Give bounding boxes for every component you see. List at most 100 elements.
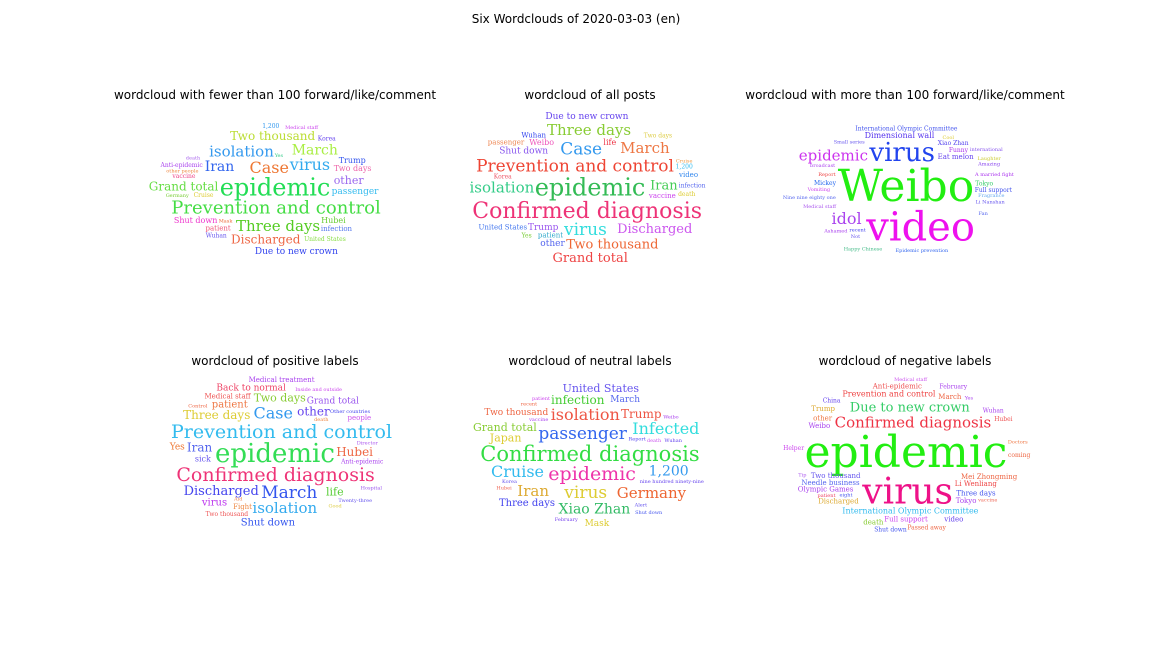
word-weibo: Weibo	[529, 138, 554, 147]
word-good: Good	[329, 504, 343, 510]
word-prevention-and-control: Prevention and control	[171, 198, 381, 219]
word-grand-total: Grand total	[473, 421, 537, 434]
word-other: other	[813, 415, 833, 423]
word-due-to-new-crown: Due to new crown	[255, 247, 338, 257]
word-other: other	[334, 174, 365, 187]
word-virus: virus	[868, 138, 935, 168]
word-weibo: Weibo	[838, 161, 974, 212]
word-aid: Aid	[233, 497, 243, 503]
word-three-days: Three days	[499, 498, 555, 509]
word-death: death	[863, 519, 884, 527]
word-three-days: Three days	[547, 121, 631, 139]
word-wuhan: Wuhan	[206, 232, 227, 239]
word-sick: sick	[195, 454, 211, 463]
word-weibo: Weibo	[663, 414, 679, 420]
word-virus: virus	[861, 471, 953, 512]
word-other: other	[540, 239, 565, 249]
word-medical-staff: Medical staff	[894, 377, 927, 383]
word-eat-melon: Eat melon	[938, 153, 975, 161]
word-infection: infection	[679, 183, 706, 190]
word-death: death	[186, 156, 201, 162]
word-vaccine: vaccine	[171, 173, 195, 180]
word-nine-hundred-ninety-nine: nine hundred ninety-nine	[640, 479, 704, 485]
word-cruise: Cruise	[491, 462, 544, 481]
word-laughter: Laughter	[978, 156, 1002, 162]
word-passed-away: Passed away	[907, 524, 946, 531]
word-idol: idol	[832, 209, 862, 228]
word-recent: recent	[849, 228, 865, 234]
word-eight: eight	[840, 493, 853, 499]
word-epidemic: epidemic	[220, 174, 331, 202]
word-needle-business: Needle business	[801, 479, 860, 487]
word-iran: Iran	[517, 482, 549, 500]
word-infected: Infected	[632, 419, 699, 438]
word-medical-staff: Medical staff	[205, 392, 252, 400]
word-passenger: passenger	[488, 138, 525, 146]
panel-title-4: wordcloud of positive labels	[191, 354, 359, 368]
word-due-to-new-crown: Due to new crown	[545, 112, 628, 122]
word-mei-zhongming: Mei Zhongming	[961, 473, 1018, 481]
word-not: Not	[851, 234, 860, 240]
word-fragrance: Fragrance	[978, 193, 1004, 199]
word-two-days: Two days	[644, 133, 672, 140]
word-shut-down: Shut down	[174, 216, 217, 225]
word-1-200: 1,200	[262, 123, 279, 130]
word-case: Case	[254, 404, 293, 423]
word-germany: Germany	[617, 484, 687, 502]
word-trump: Trump	[528, 223, 559, 233]
word-full-support: Full support	[884, 515, 928, 523]
word-japan: Japan	[489, 432, 522, 445]
word-isolation: isolation	[470, 179, 535, 197]
word-tokyo: Tokyo	[956, 497, 977, 505]
word-iran: Iran	[650, 179, 678, 194]
word-nine-nine-eighty-one: Nine nine eighty one	[783, 195, 836, 201]
word-cool: Cool	[943, 135, 955, 141]
word-isolation: isolation	[252, 499, 317, 517]
word-director: Director	[357, 441, 379, 447]
word-hospital: Hospital	[361, 485, 383, 491]
word-hubei: Hubei	[496, 486, 512, 492]
word-trump: Trump	[621, 407, 662, 421]
word-february: February	[939, 384, 967, 391]
word-march: March	[620, 139, 670, 157]
word-hubei: Hubei	[994, 416, 1012, 423]
word-virus: virus	[289, 155, 330, 174]
word-grand-total: Grand total	[553, 251, 628, 266]
word-tip: Tip	[798, 472, 806, 478]
word-vaccine: vaccine	[528, 417, 548, 423]
word-korea: Korea	[494, 174, 512, 181]
word-back-to-normal: Back to normal	[216, 384, 286, 394]
panel-title-6: wordcloud of negative labels	[818, 354, 992, 368]
word-international: international	[970, 147, 1003, 153]
word-two-thousand: Two thousand	[206, 511, 249, 518]
word-march: March	[610, 395, 640, 405]
word-other-countries: Other countries	[330, 409, 370, 415]
word-due-to-new-crown: Due to new crown	[850, 400, 971, 415]
word-prevention-and-control: Prevention and control	[842, 389, 936, 398]
word-two-thousand: Two thousand	[566, 238, 658, 253]
word-alert: Alert	[634, 503, 648, 509]
word-two-thousand: Two thousand	[484, 408, 548, 418]
panel-title-3: wordcloud with more than 100 forward/lik…	[745, 88, 1065, 102]
word-trump: Trump	[811, 405, 835, 413]
figure-title: Six Wordclouds of 2020-03-03 (en)	[471, 12, 681, 26]
word-cruise: Cruise	[194, 192, 214, 199]
word-infection: infection	[551, 393, 605, 407]
word-passenger: passenger	[332, 187, 380, 197]
word-small-series: Small series	[834, 139, 865, 145]
word-two-thousand: Two thousand	[811, 472, 861, 480]
word-xiao-zhan: Xiao Zhan	[938, 140, 969, 147]
word-life: life	[603, 138, 616, 147]
word-prevention-and-control: Prevention and control	[476, 157, 674, 177]
word-recent: recent	[521, 402, 537, 408]
word-confirmed-diagnosis: Confirmed diagnosis	[176, 464, 374, 486]
word-epidemic: epidemic	[215, 439, 335, 469]
word-march: March	[292, 142, 338, 158]
word-1-200: 1,200	[676, 164, 693, 171]
word-cruise: Cruise	[676, 159, 693, 165]
word-grand-total: Grand total	[307, 397, 359, 407]
